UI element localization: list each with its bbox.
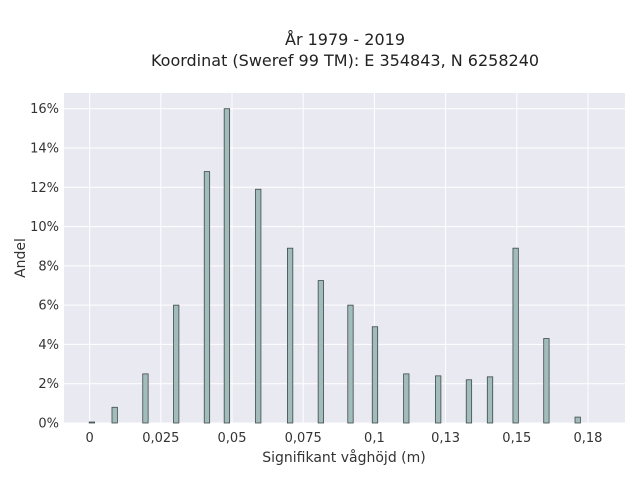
y-tick-label-7: 14%	[30, 142, 59, 157]
x-tick-label-2: 0,05	[218, 431, 247, 446]
x-axis-label: Signifikant våghöjd (m)	[262, 449, 425, 466]
bar-3	[173, 304, 180, 424]
bar-13	[465, 379, 473, 424]
bar-1	[111, 406, 118, 424]
x-tick-labels: 0 0,025 0,05 0,075 0,1 0,13 0,15 0,18	[85, 431, 602, 446]
x-tick-label-0: 0	[85, 431, 93, 446]
chart-title-line1: År 1979 - 2019	[285, 30, 405, 49]
bar-15	[512, 247, 519, 424]
y-tick-label-3: 6%	[38, 299, 59, 314]
y-tick-label-0: 0%	[38, 417, 59, 432]
x-tick-label-1: 0,025	[142, 431, 179, 446]
y-tick-labels: 0% 2% 4% 6% 8% 10% 12% 14% 16%	[30, 102, 59, 431]
bar-0	[88, 421, 96, 424]
x-tick-label-7: 0,18	[574, 431, 603, 446]
y-tick-label-2: 4%	[38, 338, 59, 353]
bar-11	[403, 373, 410, 424]
bar-8	[317, 280, 324, 424]
bar-5	[223, 108, 230, 424]
x-tick-label-4: 0,1	[364, 431, 385, 446]
bar-16	[543, 338, 550, 424]
y-tick-label-6: 12%	[30, 181, 59, 196]
bar-10	[371, 326, 379, 424]
bar-7	[287, 247, 294, 424]
bar-4	[203, 171, 211, 424]
y-axis-label: Andel	[13, 238, 29, 278]
grid-lines	[64, 93, 625, 424]
x-tick-label-5: 0,13	[431, 431, 460, 446]
bar-9	[347, 304, 354, 424]
y-tick-label-1: 2%	[38, 377, 59, 392]
bar-12	[435, 375, 442, 424]
bars	[88, 108, 581, 424]
bar-6	[255, 188, 262, 424]
bar-2	[142, 373, 149, 424]
y-tick-label-5: 10%	[30, 220, 59, 235]
x-tick-label-3: 0,075	[285, 431, 322, 446]
bar-14	[486, 376, 494, 424]
y-tick-label-8: 16%	[30, 102, 59, 117]
x-tick-label-6: 0,15	[502, 431, 531, 446]
chart-title-line2: Koordinat (Sweref 99 TM): E 354843, N 62…	[151, 51, 539, 70]
bar-17	[574, 416, 581, 424]
y-tick-label-4: 8%	[38, 259, 59, 274]
